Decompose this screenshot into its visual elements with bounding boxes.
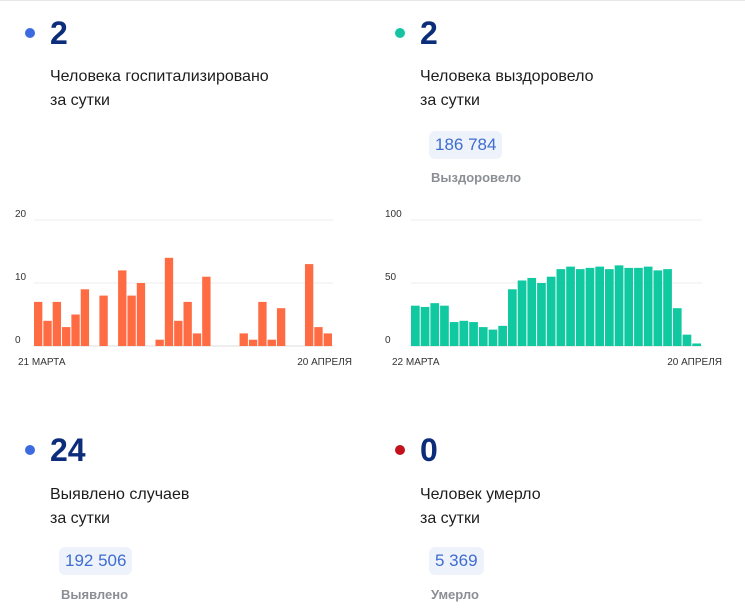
bar	[276, 308, 286, 346]
y-tick-label: 10	[15, 272, 27, 283]
cases-line1: Выявлено случаев	[50, 486, 190, 503]
deaths-count: 0	[420, 432, 438, 468]
bar	[537, 283, 546, 346]
bar	[136, 283, 146, 346]
recovered-count: 2	[420, 15, 438, 51]
bar	[614, 265, 624, 346]
bar	[634, 267, 643, 346]
bar	[440, 305, 449, 346]
x-start-label: 22 МАРТА	[392, 357, 440, 368]
bar	[556, 269, 566, 346]
bar	[546, 276, 556, 346]
bar	[43, 320, 52, 346]
bar	[267, 339, 276, 346]
bar	[653, 270, 663, 346]
bar	[174, 320, 183, 346]
cases-line2: за сутки	[50, 510, 110, 527]
bar	[52, 301, 62, 346]
bar	[595, 266, 604, 346]
hospitalized-chart: 0 10 20 21 МАРТА 20 АПРЕЛЯ	[15, 209, 352, 368]
bar	[527, 277, 537, 346]
bar	[127, 295, 136, 346]
bar	[566, 266, 575, 346]
bar	[682, 334, 692, 346]
hospitalized-description: Человека госпитализировано за сутки	[50, 65, 310, 113]
bar	[304, 264, 314, 346]
bar	[488, 329, 498, 346]
bar	[643, 266, 653, 346]
hospitalized-count: 2	[50, 15, 68, 51]
recovered-total-label: Выздоровело	[431, 170, 522, 185]
bar	[183, 301, 192, 346]
bar	[411, 305, 420, 346]
bar	[605, 269, 614, 346]
cases-count: 24	[50, 432, 86, 468]
bar	[420, 306, 430, 346]
bar	[478, 327, 488, 346]
deaths-description: Человек умерло за сутки	[420, 483, 680, 531]
bar	[118, 270, 127, 346]
y-tick-label: 50	[385, 272, 397, 283]
bar	[248, 339, 258, 346]
bar	[498, 325, 507, 346]
bar	[585, 267, 595, 346]
y-tick-label: 0	[385, 335, 391, 346]
recovered-line2: за сутки	[420, 92, 480, 109]
deaths-total-label: Умерло	[431, 587, 479, 602]
bar	[692, 343, 701, 346]
recovered-line1: Человека выздоровело	[420, 68, 594, 85]
deaths-line2: за сутки	[420, 510, 480, 527]
recovered-total: 186 784	[429, 131, 503, 159]
bar	[430, 303, 440, 346]
y-tick-label: 0	[15, 335, 21, 346]
bar	[517, 280, 527, 346]
bar	[80, 289, 90, 346]
bar	[99, 295, 108, 346]
bar	[663, 269, 672, 346]
bar	[323, 333, 332, 346]
cases-total: 192 506	[59, 547, 133, 575]
bar	[469, 322, 478, 346]
bar	[624, 267, 634, 346]
deaths-line1: Человек умерло	[420, 486, 541, 503]
bar	[258, 301, 267, 346]
cases-dot	[25, 445, 35, 455]
cases-total-label: Выявлено	[61, 587, 129, 602]
x-start-label: 21 МАРТА	[18, 357, 66, 368]
y-tick-label: 20	[15, 209, 27, 220]
bar	[34, 301, 43, 346]
y-tick-label: 100	[385, 209, 402, 220]
deaths-dot	[395, 445, 405, 455]
bar	[62, 327, 71, 346]
x-end-label: 20 АПРЕЛЯ	[297, 357, 352, 368]
hospitalized-dot	[25, 28, 35, 38]
hospitalized-line2: за сутки	[50, 92, 110, 109]
bar	[202, 276, 211, 346]
bar	[192, 333, 202, 346]
hospitalized-line1: Человека госпитализировано	[50, 68, 269, 85]
bar	[71, 314, 80, 346]
bar	[239, 333, 248, 346]
bar	[155, 339, 164, 346]
bar	[449, 322, 459, 346]
top-divider	[0, 0, 745, 1]
recovered-chart: 0 50 100 22 МАРТА 20 АПРЕЛЯ	[385, 209, 722, 368]
cases-description: Выявлено случаев за сутки	[50, 483, 310, 531]
deaths-total: 5 369	[429, 547, 484, 575]
bar	[672, 308, 682, 346]
bar	[459, 320, 469, 346]
bar	[508, 289, 517, 346]
bar	[314, 327, 323, 346]
recovered-description: Человека выздоровело за сутки	[420, 65, 680, 113]
x-end-label: 20 АПРЕЛЯ	[667, 357, 722, 368]
recovered-dot	[395, 28, 405, 38]
bar	[575, 269, 585, 346]
bar	[164, 257, 174, 346]
